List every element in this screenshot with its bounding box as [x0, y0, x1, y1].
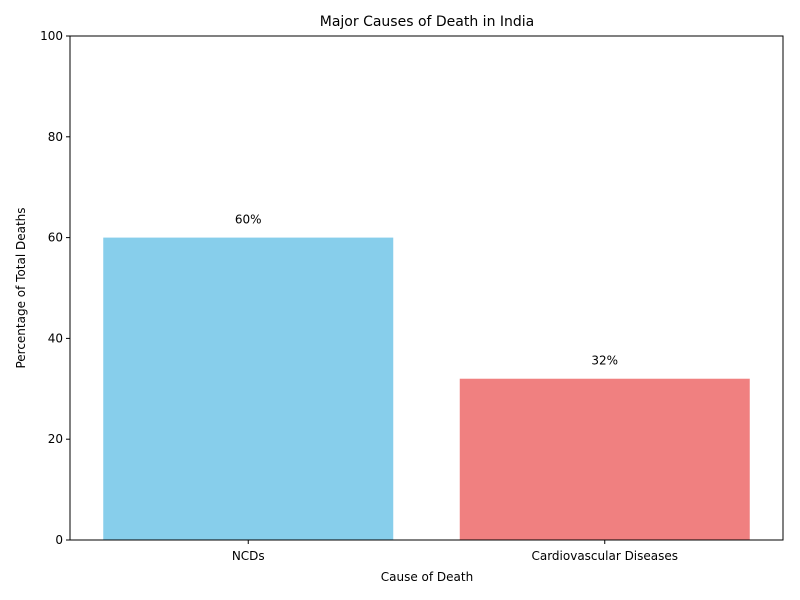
x-tick-label: Cardiovascular Diseases — [531, 549, 678, 563]
bars-group: 60% 32% — [103, 213, 750, 540]
bar-value-label: 32% — [591, 354, 618, 368]
y-tick-label: 0 — [55, 533, 63, 547]
y-tick-label: 80 — [48, 130, 63, 144]
y-axis-label: Percentage of Total Deaths — [14, 207, 28, 368]
y-tick-label: 60 — [48, 231, 63, 245]
x-axis: NCDs Cardiovascular Diseases — [232, 540, 678, 563]
chart-title: Major Causes of Death in India — [320, 14, 535, 30]
bar — [459, 378, 750, 540]
bar-value-label: 60% — [235, 213, 262, 227]
y-tick-label: 20 — [48, 432, 63, 446]
x-tick-label: NCDs — [232, 549, 265, 563]
y-tick-label: 40 — [48, 331, 63, 345]
y-tick-label: 100 — [40, 29, 63, 43]
plot-frame — [69, 35, 784, 541]
y-axis: 0 20 40 60 80 100 — [40, 29, 70, 547]
x-axis-label: Cause of Death — [381, 570, 473, 584]
bar — [103, 237, 394, 540]
